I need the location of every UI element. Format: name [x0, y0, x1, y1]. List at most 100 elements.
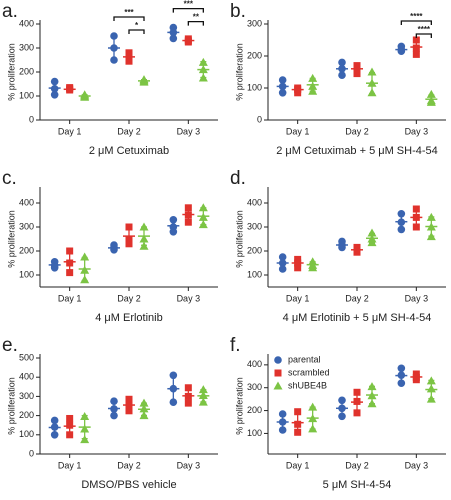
point	[66, 431, 74, 439]
point	[426, 89, 436, 98]
point	[308, 402, 318, 411]
point	[80, 90, 90, 99]
point	[308, 73, 318, 82]
panel-caption: 5 μM SH-4-54	[323, 479, 392, 491]
point	[110, 32, 118, 40]
significance-label: ***	[124, 8, 134, 17]
point	[278, 82, 287, 91]
point	[125, 235, 133, 243]
panel: f. % proliferation 100 200 300 400 Day 1 Day 2 D…	[230, 335, 446, 491]
significance-label: ****	[418, 25, 431, 34]
y-tick-label: 400	[19, 372, 34, 382]
point	[274, 369, 282, 377]
point	[412, 370, 420, 378]
x-tick-label: Day 2	[345, 460, 369, 470]
point	[412, 223, 420, 231]
point	[50, 91, 59, 99]
point	[198, 220, 208, 229]
panel-letter: e.	[2, 335, 18, 356]
point	[50, 423, 59, 431]
point	[125, 395, 133, 403]
point	[367, 78, 377, 87]
y-tick-label: 100	[19, 90, 34, 100]
significance-label: ***	[184, 0, 194, 9]
point	[198, 390, 208, 399]
x-tick-label: Day 2	[345, 126, 369, 136]
point	[367, 382, 377, 391]
point	[426, 212, 436, 221]
point	[169, 371, 178, 380]
point	[80, 265, 90, 274]
y-tick-label: 400	[247, 197, 262, 207]
point	[278, 253, 287, 261]
y-tick-label: 300	[19, 221, 34, 231]
y-tick-label: 300	[247, 18, 262, 28]
point	[80, 412, 90, 421]
y-axis-label: % proliferation	[234, 377, 244, 435]
point	[139, 234, 149, 243]
point	[338, 404, 346, 413]
point	[198, 397, 208, 406]
point	[184, 399, 192, 407]
y-tick-label: 0	[29, 114, 34, 124]
panel: e. % proliferation 0 100 200 300 400 500 Day 1 Da…	[2, 335, 218, 491]
significance-bracket	[415, 33, 432, 38]
point	[353, 409, 361, 417]
point	[169, 384, 178, 393]
point	[50, 77, 59, 86]
point	[278, 426, 287, 434]
legend-label: scrambled	[288, 367, 330, 377]
point	[412, 213, 420, 221]
point	[308, 257, 318, 266]
y-tick-label: 200	[19, 410, 34, 420]
point	[294, 428, 302, 436]
y-axis-label: % proliferation	[6, 210, 16, 268]
point	[274, 356, 282, 364]
point	[125, 401, 133, 409]
significance-label: *	[135, 21, 139, 30]
y-tick-label: 400	[247, 359, 262, 369]
point	[294, 408, 302, 416]
point	[397, 371, 406, 379]
point	[338, 412, 346, 421]
point	[367, 399, 377, 408]
y-tick-label: 0	[29, 448, 34, 458]
significance-bracket	[187, 20, 204, 26]
point	[294, 255, 302, 263]
x-tick-label: Day 2	[117, 126, 141, 136]
point	[397, 210, 406, 218]
point	[397, 379, 406, 387]
x-tick-label: Day 3	[177, 126, 201, 136]
point	[278, 259, 287, 267]
point	[198, 57, 208, 66]
significance-bracket	[400, 20, 432, 25]
point	[294, 264, 302, 272]
y-tick-label: 400	[19, 18, 34, 28]
point	[397, 42, 406, 51]
point	[125, 223, 133, 231]
x-tick-label: Day 3	[177, 460, 201, 470]
point	[66, 259, 74, 267]
point	[125, 407, 133, 415]
point	[278, 265, 287, 273]
y-tick-label: 400	[19, 197, 34, 207]
point	[308, 81, 318, 90]
y-tick-label: 100	[247, 428, 262, 438]
point	[50, 431, 59, 439]
y-tick-label: 200	[19, 245, 34, 255]
point	[80, 435, 90, 444]
point	[353, 243, 361, 251]
point	[50, 258, 59, 266]
point	[184, 392, 192, 400]
point	[338, 71, 346, 79]
point	[367, 228, 377, 237]
point	[66, 414, 74, 422]
point	[110, 56, 118, 64]
point	[184, 204, 192, 212]
point	[110, 405, 118, 413]
y-axis-label: % proliferation	[6, 377, 16, 435]
point	[397, 218, 406, 226]
point	[338, 58, 346, 67]
point	[426, 384, 436, 393]
